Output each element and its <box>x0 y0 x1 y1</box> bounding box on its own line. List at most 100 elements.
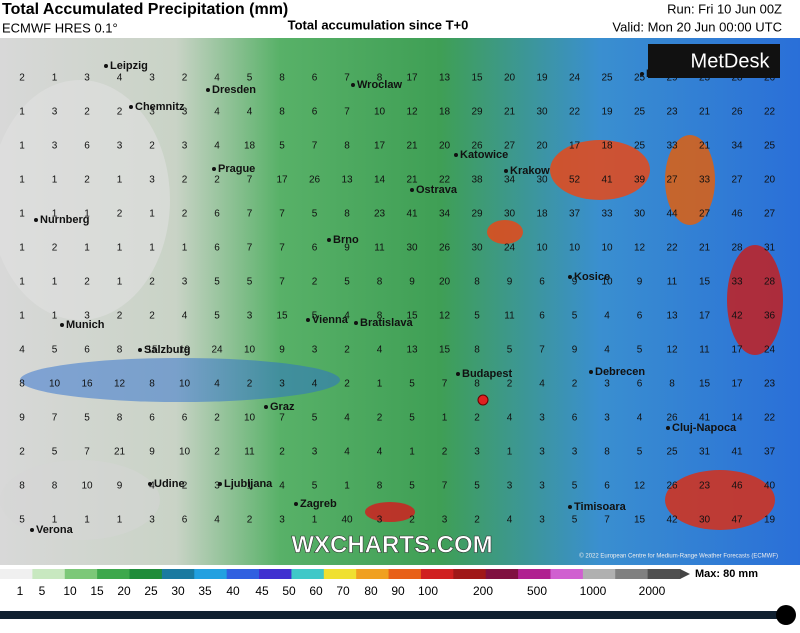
grid-value: 18 <box>439 107 451 118</box>
grid-value: 21 <box>699 107 711 118</box>
grid-value: 4 <box>214 141 220 152</box>
city-label: Wroclaw <box>357 79 402 91</box>
grid-value: 3 <box>182 277 188 288</box>
grid-value: 8 <box>344 141 350 152</box>
grid-value: 8 <box>377 277 383 288</box>
grid-value: 6 <box>182 413 188 424</box>
grid-value: 3 <box>474 447 480 458</box>
grid-value: 40 <box>341 515 353 526</box>
grid-value: 14 <box>731 413 743 424</box>
grid-value: 7 <box>312 141 318 152</box>
colorbar-label: 1000 <box>580 584 607 598</box>
grid-value: 19 <box>179 345 191 356</box>
grid-value: 21 <box>699 141 711 152</box>
grid-value: 21 <box>699 243 711 254</box>
grid-value: 7 <box>344 73 350 84</box>
grid-value: 9 <box>117 481 123 492</box>
grid-value: 4 <box>344 311 350 322</box>
colorbar-swatch <box>194 569 228 579</box>
grid-value: 12 <box>634 481 646 492</box>
colorbar-label: 45 <box>255 584 269 598</box>
grid-value: 2 <box>247 379 253 390</box>
grid-value: 15 <box>146 345 158 356</box>
grid-value: 4 <box>377 345 383 356</box>
grid-value: 5 <box>474 311 480 322</box>
grid-value: 1 <box>117 515 123 526</box>
grid-value: 29 <box>471 209 483 220</box>
city-label: Prague <box>218 163 255 175</box>
grid-value: 1 <box>312 515 318 526</box>
colorbar-swatch <box>485 569 519 579</box>
grid-value: 41 <box>731 447 743 458</box>
city-label: Dresden <box>212 84 256 96</box>
grid-value: 17 <box>276 175 288 186</box>
grid-value: 10 <box>179 447 191 458</box>
grid-value: 3 <box>604 379 610 390</box>
grid-value: 1 <box>507 447 513 458</box>
grid-value: 2 <box>474 413 480 424</box>
city-label: Salzburg <box>144 344 190 356</box>
grid-value: 7 <box>84 447 90 458</box>
grid-value: 9 <box>637 277 643 288</box>
grid-value: 6 <box>312 107 318 118</box>
grid-value: 15 <box>699 277 711 288</box>
city-dot <box>34 218 38 222</box>
grid-value: 2 <box>377 413 383 424</box>
grid-value: 8 <box>377 481 383 492</box>
grid-value: 34 <box>731 141 743 152</box>
grid-value: 2 <box>214 175 220 186</box>
grid-value: 6 <box>214 243 220 254</box>
grid-value: 2 <box>442 447 448 458</box>
grid-value: 29 <box>666 73 678 84</box>
city-dot <box>504 169 508 173</box>
header-bg <box>0 0 800 38</box>
grid-value: 1 <box>52 311 58 322</box>
grid-value: 5 <box>214 277 220 288</box>
max-label: Max: 80 mm <box>695 568 758 580</box>
colorbar-swatch <box>226 569 260 579</box>
grid-value: 4 <box>279 481 285 492</box>
grid-value: 6 <box>637 379 643 390</box>
grid-value: 15 <box>634 515 646 526</box>
grid-value: 42 <box>731 311 743 322</box>
grid-value: 2 <box>474 515 480 526</box>
grid-value: 5 <box>19 515 25 526</box>
colorbar-label: 2000 <box>639 584 666 598</box>
grid-value: 5 <box>409 413 415 424</box>
grid-value: 2 <box>182 175 188 186</box>
grid-value: 38 <box>471 175 483 186</box>
colorbar-swatch <box>161 569 195 579</box>
grid-value: 5 <box>409 481 415 492</box>
grid-value: 20 <box>504 73 516 84</box>
grid-value: 12 <box>634 243 646 254</box>
grid-value: 8 <box>474 379 480 390</box>
grid-value: 13 <box>341 175 353 186</box>
city-dot <box>589 370 593 374</box>
grid-value: 4 <box>214 379 220 390</box>
grid-value: 24 <box>569 73 581 84</box>
timeline[interactable] <box>0 611 790 619</box>
grid-value: 1 <box>84 209 90 220</box>
precip-blobs <box>0 80 783 540</box>
grid-value: 3 <box>149 515 155 526</box>
grid-value: 5 <box>312 311 318 322</box>
grid-value: 5 <box>409 379 415 390</box>
grid-value: 6 <box>149 413 155 424</box>
grid-value: 5 <box>214 311 220 322</box>
grid-value: 26 <box>666 481 678 492</box>
timeline-handle[interactable] <box>776 605 796 625</box>
grid-value: 5 <box>637 447 643 458</box>
grid-value: 19 <box>536 73 548 84</box>
city-dot <box>60 323 64 327</box>
grid-value: 4 <box>637 413 643 424</box>
grid-value: 39 <box>634 175 646 186</box>
grid-value: 7 <box>247 209 253 220</box>
grid-value: 8 <box>474 277 480 288</box>
grid-value: 20 <box>439 277 451 288</box>
colorbar-swatch <box>420 569 454 579</box>
grid-value: 2 <box>409 515 415 526</box>
grid-value: 6 <box>637 311 643 322</box>
colorbar-label: 10 <box>63 584 77 598</box>
city-label: Leipzig <box>110 60 148 72</box>
grid-value: 1 <box>409 447 415 458</box>
